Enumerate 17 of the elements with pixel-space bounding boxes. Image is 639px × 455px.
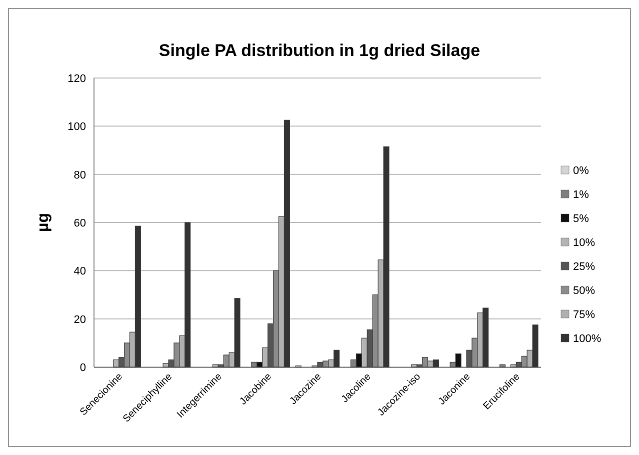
- legend-label: 100%: [573, 333, 602, 345]
- legend-label: 50%: [573, 285, 596, 297]
- y-tick-label: 0: [80, 362, 86, 374]
- legend-label: 0%: [573, 165, 590, 177]
- y-tick-label: 60: [74, 218, 86, 230]
- legend-label: 10%: [573, 237, 596, 249]
- y-tick-label: 100: [68, 121, 86, 134]
- y-tick-label: 20: [74, 314, 86, 326]
- legend-label: 75%: [573, 309, 596, 321]
- y-tick-label: 120: [68, 73, 86, 85]
- y-tick-label: 40: [74, 266, 86, 278]
- legend-label: 1%: [573, 189, 590, 201]
- y-axis-title: µg: [35, 213, 52, 232]
- legend-label: 25%: [573, 261, 596, 273]
- chart-title: Single PA distribution in 1g dried Silage: [158, 41, 480, 60]
- legend-label: 5%: [573, 213, 590, 225]
- y-tick-label: 80: [74, 169, 86, 182]
